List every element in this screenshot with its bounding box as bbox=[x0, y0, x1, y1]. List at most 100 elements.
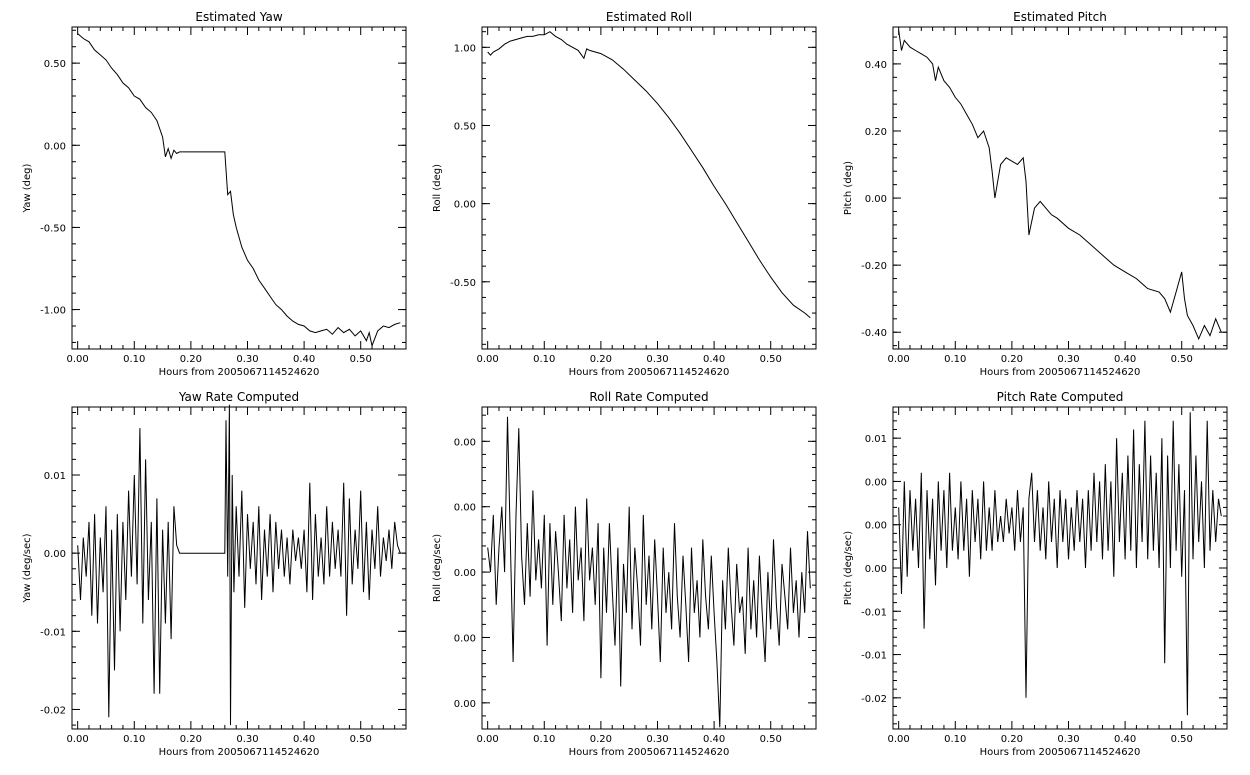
y-tick-label: 0.00 bbox=[454, 503, 476, 514]
y-tick-label: 0.00 bbox=[454, 200, 476, 211]
y-tick-label: 0.40 bbox=[865, 60, 887, 71]
x-tick-label: 0.00 bbox=[477, 354, 499, 365]
x-tick-label: 0.50 bbox=[1171, 734, 1193, 745]
chart-title: Estimated Yaw bbox=[195, 10, 282, 24]
x-tick-label: 0.40 bbox=[1114, 734, 1136, 745]
x-tick-label: 0.20 bbox=[590, 734, 612, 745]
x-tick-label: 0.40 bbox=[703, 354, 725, 365]
plot-frame bbox=[481, 26, 817, 350]
y-tick-label: -0.50 bbox=[40, 223, 66, 234]
y-tick-label: 0.50 bbox=[44, 59, 66, 70]
y-tick-label: 0.00 bbox=[454, 699, 476, 710]
x-tick-label: 0.50 bbox=[760, 354, 782, 365]
y-axis-label: Pitch (deg/sec) bbox=[843, 531, 854, 606]
x-axis-label: Hours from 2005067114524620 bbox=[980, 747, 1141, 758]
plot-frame bbox=[71, 26, 407, 350]
chart-title: Roll Rate Computed bbox=[589, 390, 708, 404]
y-axis-label: Roll (deg/sec) bbox=[432, 534, 443, 602]
x-tick-label: 0.10 bbox=[944, 354, 966, 365]
y-tick-label: -0.02 bbox=[861, 694, 887, 705]
chart-panel-5: Pitch Rate Computed 0.00 0.10 0.20 0.30 0.40 0… bbox=[843, 390, 1228, 758]
series-line bbox=[77, 33, 401, 348]
y-tick-label: -0.01 bbox=[861, 651, 887, 662]
y-tick-label: -0.01 bbox=[861, 607, 887, 618]
series-line bbox=[77, 404, 401, 726]
y-axis-label: Yaw (deg/sec) bbox=[22, 533, 33, 603]
x-tick-label: 0.40 bbox=[293, 734, 315, 745]
y-tick-label: 0.00 bbox=[44, 549, 66, 560]
y-tick-label: 0.01 bbox=[865, 434, 887, 445]
chart-title: Pitch Rate Computed bbox=[997, 390, 1124, 404]
x-tick-label: 0.10 bbox=[533, 734, 555, 745]
x-axis-label: Hours from 2005067114524620 bbox=[569, 747, 730, 758]
x-axis-label: Hours from 2005067114524620 bbox=[569, 367, 730, 378]
x-tick-label: 0.50 bbox=[350, 354, 372, 365]
y-tick-label: 0.00 bbox=[454, 568, 476, 579]
y-tick-label: 0.00 bbox=[865, 521, 887, 532]
y-axis-label: Yaw (deg) bbox=[22, 163, 33, 213]
y-tick-label: 0.00 bbox=[454, 437, 476, 448]
y-tick-label: 0.00 bbox=[454, 633, 476, 644]
y-tick-label: -0.50 bbox=[450, 278, 476, 289]
y-tick-label: -0.02 bbox=[40, 705, 66, 716]
x-tick-label: 0.00 bbox=[67, 354, 89, 365]
plot-frame bbox=[481, 406, 817, 730]
x-tick-label: 0.30 bbox=[236, 734, 258, 745]
y-tick-label: -1.00 bbox=[40, 306, 66, 317]
x-tick-label: 0.20 bbox=[1001, 354, 1023, 365]
x-tick-label: 0.50 bbox=[1171, 354, 1193, 365]
x-tick-label: 0.20 bbox=[180, 734, 202, 745]
chart-panel-2: Estimated Pitch 0.00 0.10 0.20 0.30 0.40 0.50 -… bbox=[843, 10, 1228, 378]
chart-title: Estimated Pitch bbox=[1013, 10, 1107, 24]
chart-title: Yaw Rate Computed bbox=[178, 390, 299, 404]
x-tick-label: 0.50 bbox=[350, 734, 372, 745]
chart-panel-0: Estimated Yaw 0.00 0.10 0.20 0.30 0.40 0.50 -1.… bbox=[22, 10, 407, 378]
series-line bbox=[487, 31, 811, 319]
x-tick-label: 0.00 bbox=[888, 354, 910, 365]
y-tick-label: 0.00 bbox=[865, 564, 887, 575]
series-line bbox=[898, 412, 1222, 716]
x-axis-label: Hours from 2005067114524620 bbox=[159, 367, 320, 378]
x-tick-label: 0.10 bbox=[944, 734, 966, 745]
y-tick-label: 0.01 bbox=[44, 471, 66, 482]
y-tick-label: 0.50 bbox=[454, 121, 476, 132]
chart-panel-4: Roll Rate Computed 0.00 0.10 0.20 0.30 0.40 0.… bbox=[432, 390, 817, 758]
x-tick-label: 0.40 bbox=[1114, 354, 1136, 365]
y-tick-label: 0.00 bbox=[865, 194, 887, 205]
y-tick-label: 0.00 bbox=[865, 477, 887, 488]
x-tick-label: 0.00 bbox=[888, 734, 910, 745]
x-axis-label: Hours from 2005067114524620 bbox=[980, 367, 1141, 378]
series-line bbox=[487, 416, 811, 728]
x-tick-label: 0.10 bbox=[123, 734, 145, 745]
x-tick-label: 0.00 bbox=[477, 734, 499, 745]
chart-panel-3: Yaw Rate Computed 0.00 0.10 0.20 0.30 0.40 0.5… bbox=[22, 390, 407, 758]
x-tick-label: 0.10 bbox=[533, 354, 555, 365]
y-tick-label: 1.00 bbox=[454, 43, 476, 54]
y-axis-label: Roll (deg) bbox=[432, 164, 443, 212]
x-tick-label: 0.40 bbox=[293, 354, 315, 365]
y-tick-label: -0.40 bbox=[861, 328, 887, 339]
x-tick-label: 0.30 bbox=[646, 354, 668, 365]
x-tick-label: 0.30 bbox=[1057, 734, 1079, 745]
y-tick-label: -0.01 bbox=[40, 627, 66, 638]
plot-frame bbox=[892, 26, 1228, 350]
y-tick-label: 0.20 bbox=[865, 127, 887, 138]
x-tick-label: 0.20 bbox=[590, 354, 612, 365]
x-tick-label: 0.20 bbox=[1001, 734, 1023, 745]
x-tick-label: 0.20 bbox=[180, 354, 202, 365]
x-tick-label: 0.00 bbox=[67, 734, 89, 745]
x-axis-label: Hours from 2005067114524620 bbox=[159, 747, 320, 758]
series-line bbox=[898, 30, 1222, 341]
x-tick-label: 0.30 bbox=[236, 354, 258, 365]
x-tick-label: 0.30 bbox=[646, 734, 668, 745]
x-tick-label: 0.30 bbox=[1057, 354, 1079, 365]
x-tick-label: 0.10 bbox=[123, 354, 145, 365]
plot-frame bbox=[71, 406, 407, 730]
x-tick-label: 0.40 bbox=[703, 734, 725, 745]
y-tick-label: -0.20 bbox=[861, 261, 887, 272]
chart-title: Estimated Roll bbox=[606, 10, 692, 24]
chart-panel-1: Estimated Roll 0.00 0.10 0.20 0.30 0.40 0.50 -0… bbox=[432, 10, 817, 378]
x-tick-label: 0.50 bbox=[760, 734, 782, 745]
y-axis-label: Pitch (deg) bbox=[843, 161, 854, 215]
